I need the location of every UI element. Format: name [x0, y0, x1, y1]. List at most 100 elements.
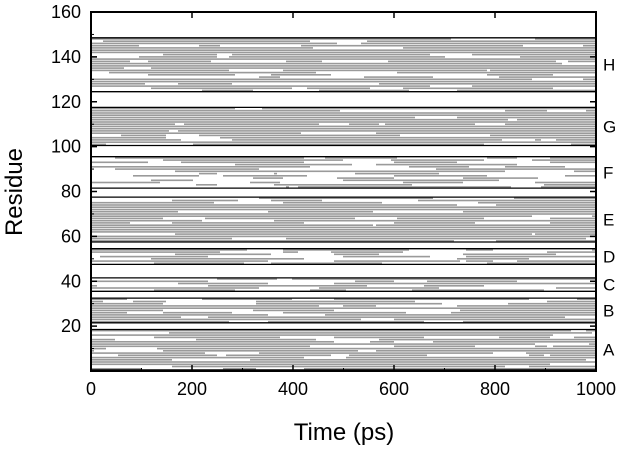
occupancy-segment [367, 278, 427, 280]
occupancy-segment [295, 249, 358, 251]
occupancy-segment [223, 368, 256, 370]
occupancy-segment [325, 314, 370, 316]
occupancy-segment [532, 365, 547, 368]
occupancy-segment [277, 67, 352, 69]
occupancy-segment [115, 127, 151, 130]
x-tick-label: 800 [480, 379, 510, 399]
occupancy-segment [550, 311, 577, 314]
occupancy-segment [166, 71, 217, 74]
occupancy-segment [91, 305, 151, 307]
occupancy-segment [130, 213, 199, 215]
occupancy-segment [376, 224, 463, 226]
occupancy-segment [259, 197, 316, 199]
occupancy-segment [157, 168, 187, 170]
occupancy-segment [577, 347, 592, 350]
occupancy-segment [517, 107, 547, 110]
occupancy-segment [154, 127, 202, 130]
occupancy-segment [460, 309, 505, 312]
occupancy-segment [187, 363, 244, 366]
occupancy-segment [220, 136, 232, 139]
occupancy-segment [469, 363, 550, 366]
occupancy-segment [448, 233, 532, 235]
occupancy-segment [472, 231, 559, 233]
occupancy-segment [538, 307, 550, 309]
occupancy-segment [472, 80, 535, 83]
occupancy-segment [100, 206, 127, 208]
occupancy-segment [520, 336, 550, 339]
occupancy-segment [271, 262, 349, 265]
x-tick-label: 1000 [576, 379, 616, 399]
occupancy-segment [139, 56, 217, 58]
occupancy-segment [214, 258, 304, 260]
occupancy-segment [91, 60, 94, 63]
occupancy-segment [529, 123, 580, 125]
occupancy-segment [538, 213, 595, 215]
occupancy-segment [586, 233, 595, 235]
occupancy-segment [91, 141, 154, 143]
region-b: B [91, 297, 614, 324]
occupancy-segment [220, 116, 253, 119]
occupancy-segment [91, 219, 115, 222]
x-tick-label: 400 [278, 379, 308, 399]
occupancy-segment [475, 186, 511, 188]
occupancy-segment [523, 127, 532, 130]
occupancy-segment [568, 217, 592, 220]
occupancy-segment [511, 350, 529, 352]
occupancy-segment [91, 240, 127, 242]
occupancy-segment [226, 49, 244, 51]
occupancy-segment [190, 51, 214, 54]
occupancy-segment [181, 121, 193, 123]
occupancy-segment [238, 157, 304, 159]
occupancy-segment [202, 89, 217, 92]
occupancy-segment [91, 127, 115, 130]
occupancy-segment [454, 368, 532, 370]
occupancy-segment [217, 130, 268, 132]
occupancy-segment [487, 262, 529, 265]
occupancy-segment [364, 76, 427, 78]
occupancy-segment [91, 109, 97, 112]
occupancy-segment [550, 217, 556, 220]
occupancy-segment [91, 329, 139, 332]
occupancy-segment [547, 136, 595, 139]
occupancy-segment [520, 71, 532, 74]
occupancy-segment [343, 255, 430, 258]
occupancy-segment [370, 341, 394, 343]
occupancy-segment [520, 166, 541, 168]
occupancy-segment [133, 175, 139, 177]
occupancy-segment [553, 240, 595, 242]
occupancy-segment [358, 300, 415, 303]
occupancy-segment [265, 42, 325, 45]
occupancy-segment [517, 65, 589, 67]
occupancy-segment [247, 217, 280, 220]
occupancy-segment [154, 168, 157, 170]
occupancy-segment [580, 332, 592, 334]
occupancy-segment [124, 38, 199, 40]
occupancy-segment [535, 80, 595, 83]
occupancy-segment [463, 177, 481, 179]
occupancy-segment [454, 141, 535, 143]
occupancy-segment [376, 163, 445, 166]
occupancy-segment [178, 282, 268, 285]
occupancy-segment [505, 87, 553, 90]
occupancy-segment [91, 251, 169, 253]
occupancy-segment [178, 74, 211, 76]
occupancy-segment [268, 210, 349, 213]
occupancy-segment [133, 132, 178, 134]
occupancy-segment [343, 179, 400, 182]
occupancy-segment [529, 262, 547, 265]
occupancy-segment [541, 352, 595, 354]
occupancy-segment [310, 352, 319, 354]
occupancy-segment [322, 332, 406, 334]
occupancy-segment [220, 40, 310, 42]
occupancy-segment [406, 329, 421, 332]
occupancy-segment [94, 363, 133, 366]
occupancy-segment [178, 228, 202, 231]
occupancy-segment [148, 60, 211, 63]
occupancy-segment [316, 215, 379, 217]
occupancy-segment [223, 112, 265, 114]
occupancy-segment [544, 89, 595, 92]
occupancy-segment [589, 361, 595, 363]
occupancy-segment [196, 184, 217, 186]
occupancy-segment [457, 116, 490, 119]
occupancy-segment [397, 112, 403, 114]
